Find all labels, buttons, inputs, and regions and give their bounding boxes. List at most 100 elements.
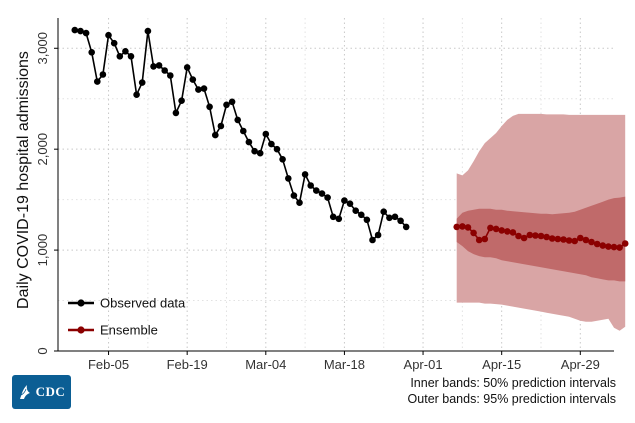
observed-point	[324, 194, 331, 201]
observed-point	[133, 91, 140, 98]
ensemble-point	[571, 237, 578, 245]
observed-point	[341, 197, 348, 204]
y-tick-label: 0	[35, 347, 50, 354]
observed-point	[94, 78, 101, 85]
ensemble-point	[515, 232, 522, 240]
observed-point	[122, 48, 129, 55]
observed-point	[206, 103, 213, 111]
hhs-emblem-icon	[19, 385, 30, 399]
observed-point	[161, 67, 168, 74]
observed-point	[363, 216, 371, 224]
legend-marker-ensemble	[77, 326, 85, 334]
ensemble-point	[492, 225, 500, 233]
observed-point	[99, 71, 107, 78]
ensemble-point	[548, 235, 556, 242]
ensemble-point	[509, 229, 517, 236]
ensemble-point	[526, 231, 534, 239]
ensemble-point	[481, 235, 489, 243]
observed-point	[127, 53, 135, 60]
observed-point	[189, 76, 197, 83]
observed-point	[346, 200, 354, 207]
observed-point	[217, 122, 225, 130]
y-axis-label: Daily COVID-19 hospital admissions	[15, 51, 32, 309]
logo-text: CDC	[35, 384, 66, 399]
observed-point	[71, 26, 79, 34]
ensemble-point	[605, 243, 612, 250]
ensemble-point	[453, 223, 461, 231]
observed-point	[374, 231, 382, 239]
note-inner-bands: Inner bands: 50% prediction intervals	[410, 376, 616, 390]
observed-point	[178, 97, 185, 104]
ensemble-point	[537, 232, 545, 240]
observed-point	[268, 140, 275, 148]
observed-point	[397, 217, 404, 225]
observed-point	[150, 63, 157, 70]
legend-label-observed: Observed data	[100, 296, 186, 311]
ensemble-point	[470, 229, 477, 237]
ensemble-point	[588, 238, 595, 246]
ensemble-point	[565, 237, 573, 244]
observed-point	[335, 215, 343, 223]
observed-point	[240, 127, 247, 135]
x-tick-label: Mar-18	[324, 357, 365, 372]
ensemble-point	[532, 232, 539, 239]
observed-point	[391, 213, 399, 221]
observed-point	[172, 109, 180, 117]
observed-point	[285, 175, 292, 182]
observed-point	[82, 29, 90, 37]
ensemble-point	[599, 242, 607, 249]
observed-point	[402, 223, 410, 231]
observed-point	[251, 147, 258, 155]
ensemble-point	[582, 236, 590, 244]
y-tick-label: 2,000	[35, 133, 50, 166]
observed-point	[352, 207, 360, 214]
x-tick-label: Apr-29	[561, 357, 600, 372]
observed-point	[273, 145, 281, 153]
observed-point	[307, 182, 315, 189]
observed-point	[88, 49, 95, 56]
observed-point	[200, 85, 208, 92]
observed-point	[313, 187, 320, 194]
x-tick-label: Feb-05	[88, 357, 129, 372]
observed-point	[138, 79, 146, 86]
observed-point	[167, 72, 174, 79]
ensemble-point	[610, 243, 618, 251]
legend: Observed data Ensemble	[68, 296, 186, 338]
observed-point	[223, 101, 230, 109]
observed-point	[318, 190, 326, 197]
ensemble-point	[621, 240, 629, 247]
ensemble-point	[464, 224, 472, 231]
ensemble-point	[543, 233, 550, 241]
observed-point	[301, 171, 309, 178]
observed-point	[144, 27, 152, 35]
note-outer-bands: Outer bands: 95% prediction intervals	[407, 392, 616, 406]
x-tick-label: Apr-01	[404, 357, 443, 372]
observed-point	[155, 62, 163, 69]
observed-point	[195, 86, 202, 93]
prediction-bands	[456, 113, 626, 331]
observed-point	[296, 199, 303, 206]
observed-point	[329, 213, 337, 221]
observed-point	[110, 39, 118, 47]
observed-point	[279, 156, 286, 163]
observed-point	[256, 149, 264, 157]
observed-point	[234, 116, 241, 124]
observed-point	[386, 214, 393, 222]
x-tick-label: Feb-19	[167, 357, 208, 372]
ensemble-point	[593, 240, 601, 248]
x-tick-label: Apr-15	[482, 357, 521, 372]
ensemble-point	[498, 227, 506, 234]
axes: 0 1,000 2,000 3,000 Feb-05 Feb-19 Mar-04 Mar-18…	[35, 18, 614, 372]
ensemble-point	[475, 236, 483, 244]
legend-label-ensemble: Ensemble	[100, 323, 158, 338]
observed-point	[77, 27, 84, 35]
observed-point	[369, 236, 376, 244]
observed-point	[183, 64, 191, 71]
observed-point	[262, 130, 270, 138]
observed-point	[358, 211, 365, 219]
observed-point	[116, 53, 124, 60]
ensemble-point	[554, 235, 562, 243]
ensemble-point	[616, 244, 623, 251]
observed-point	[228, 98, 236, 106]
